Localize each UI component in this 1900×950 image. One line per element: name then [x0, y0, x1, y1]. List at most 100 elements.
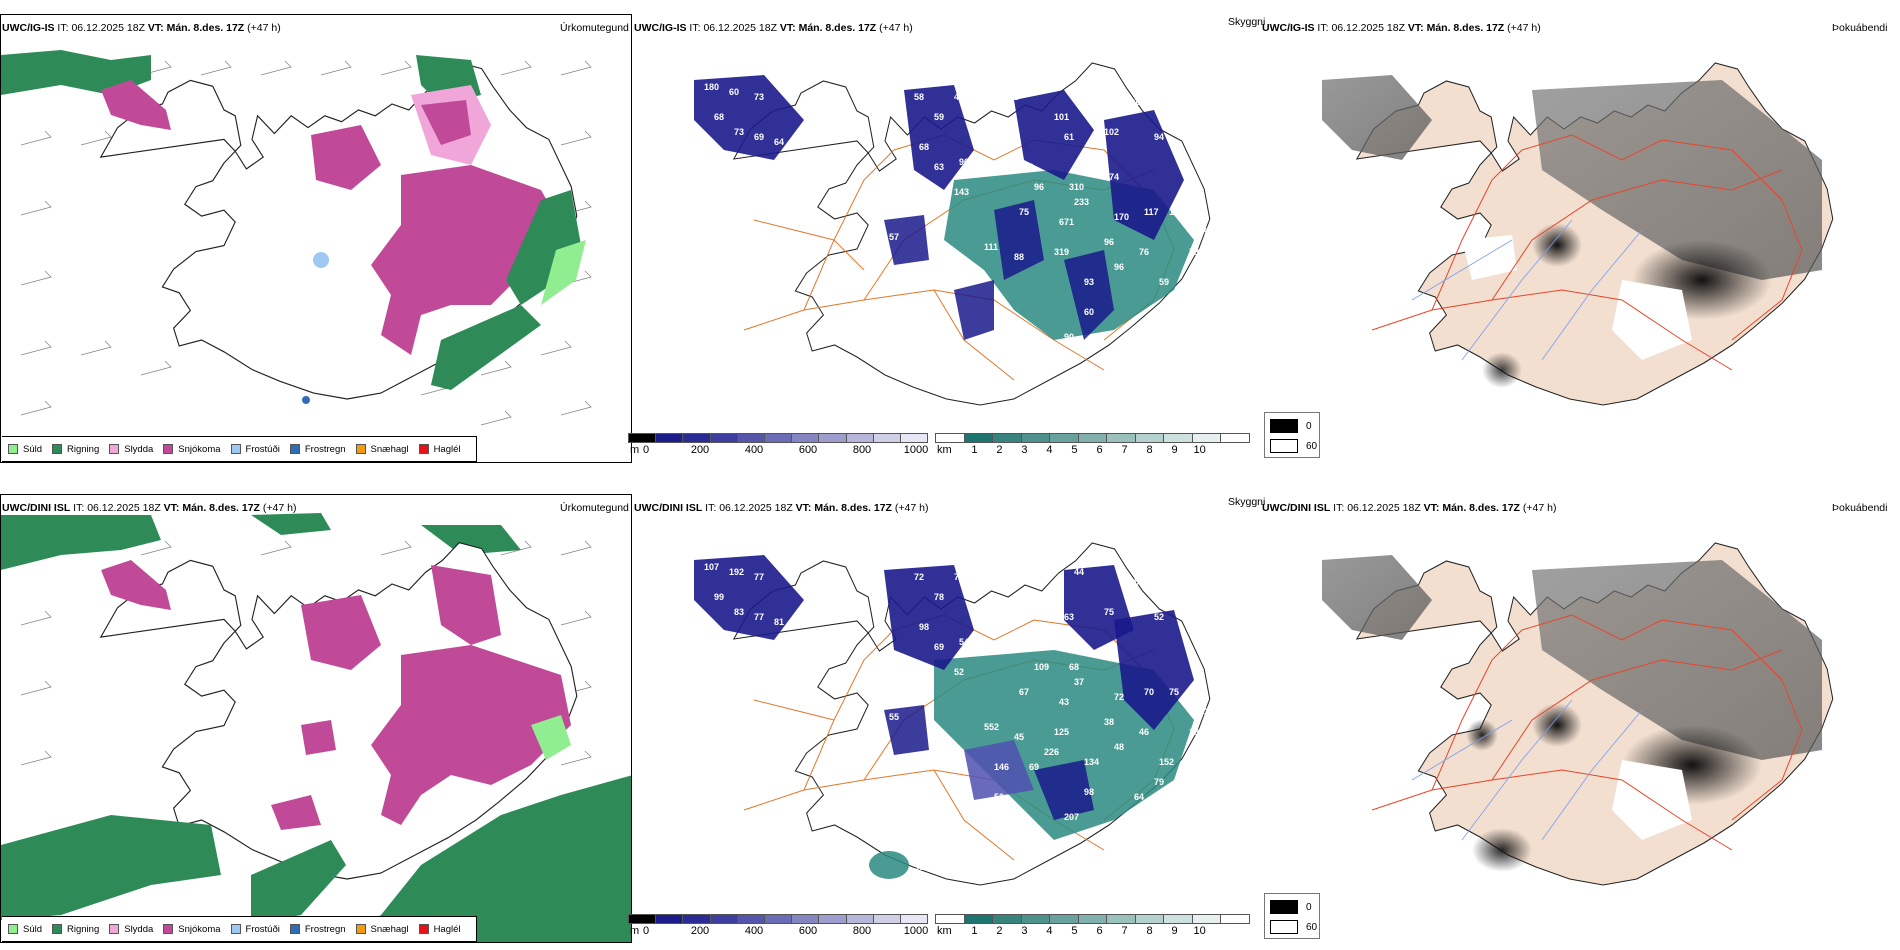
- model-name: UWC/DINI ISL: [1262, 502, 1331, 514]
- legend-item-freezing-rain: Frostregn: [289, 443, 346, 455]
- visibility-segment: [936, 915, 965, 923]
- lead-time: (+47 h): [1522, 502, 1557, 514]
- panel-title-fog-bottom: Þokuábendi: [1832, 502, 1888, 514]
- cloud-base-colorbar-bottom: [628, 914, 928, 924]
- tick-label: 600: [798, 925, 818, 937]
- valid-time: Mán. 8.des. 17Z: [166, 22, 245, 34]
- tick-label: 2: [996, 444, 1003, 456]
- cloud-base-value: 139: [1169, 207, 1184, 217]
- tick-label: 0: [642, 444, 650, 456]
- cloud-base-value: 68: [1009, 92, 1019, 102]
- cloud-base-value: 68: [714, 112, 724, 122]
- cloud-base-value: 107: [704, 562, 719, 572]
- cloud-base-value: 42: [954, 92, 964, 102]
- cloud-base-value: 671: [1059, 217, 1074, 227]
- cloud-base-value: 50: [994, 792, 1004, 802]
- fog-swatch-white: [1270, 920, 1298, 934]
- visibility-ticks-top: 1 2 3 4 5 6 7 8 9 10: [935, 444, 1250, 458]
- fog-swatch-black: [1270, 419, 1298, 433]
- cloud-base-value: 48: [1114, 742, 1124, 752]
- fog-legend-item: 60: [1270, 920, 1317, 934]
- visibility-segment: [1050, 434, 1079, 442]
- tick-label: 3: [1021, 444, 1028, 456]
- cloud-base-value: 78: [934, 592, 944, 602]
- tick-label: 5: [1071, 925, 1078, 937]
- cloud-base-value: 109: [1034, 662, 1049, 672]
- fog-legend-label: 0: [1306, 420, 1312, 432]
- precip-type-legend: Súld Rigning Slydda Snjókoma Frostúði Fr…: [2, 916, 477, 942]
- cloud-base-value: 81: [774, 617, 784, 627]
- cloud-base-value: 64: [1134, 792, 1144, 802]
- legend-label: Frostúði: [245, 443, 280, 455]
- cloud-base-value: 96: [1104, 237, 1114, 247]
- cloud-base-value: 72: [914, 572, 924, 582]
- legend-label: Rigning: [67, 923, 100, 935]
- visibility-segment: [1107, 434, 1136, 442]
- panel-title-fog-top: Þokuábendi: [1832, 22, 1888, 34]
- tick-label: 1000: [903, 444, 929, 456]
- cloud-base-value: 46: [1139, 727, 1149, 737]
- cloud-base-value: 54: [959, 637, 969, 647]
- legend-item-freezing-rain: Frostregn: [289, 924, 346, 935]
- fog-shading: [1322, 75, 1822, 388]
- tick-label: 800: [852, 444, 872, 456]
- cloud-base-value: 67: [1194, 202, 1204, 212]
- cloud-base-value: 198: [1189, 727, 1204, 737]
- cloud-base-value: 438: [1199, 707, 1214, 717]
- init-time: 06.12.2025 18Z: [71, 22, 145, 34]
- tick-label: 2: [996, 925, 1003, 937]
- cloud-base-value: 134: [909, 882, 924, 892]
- cloud-base-value: 37: [1074, 677, 1084, 687]
- it-label: IT:: [73, 502, 85, 514]
- init-time: 06.12.2025 18Z: [703, 22, 777, 34]
- cloud-base-value: 130: [924, 192, 939, 202]
- cloud-base-colorbar-top: [628, 433, 928, 443]
- cloud-base-value: 68: [919, 142, 929, 152]
- cloud-base-value: 79: [1154, 777, 1164, 787]
- cloud-base-segment: [683, 915, 711, 923]
- legend-label: Snæhagl: [370, 443, 409, 455]
- cloud-base-value: 96: [959, 157, 969, 167]
- valid-time: Mán. 8.des. 17Z: [798, 22, 877, 34]
- cloud-base-value: 67: [1019, 687, 1029, 697]
- legend-label: Rigning: [67, 443, 100, 455]
- visibility-segment: [1135, 434, 1165, 442]
- tick-label: 6: [1096, 925, 1103, 937]
- init-time: 06.12.2025 18Z: [87, 502, 161, 514]
- cloud-base-value: 112: [1019, 162, 1034, 172]
- freezing-drizzle-swatch: [230, 924, 241, 934]
- cloud-base-segment: [629, 434, 657, 442]
- cloud-base-value: 319: [1054, 247, 1069, 257]
- cloud-base-value: 77: [934, 762, 944, 772]
- legend-label: Snjókoma: [178, 443, 221, 455]
- cloud-base-value: 66: [1169, 107, 1179, 117]
- cloud-base-segment: [656, 434, 684, 442]
- snow-grains-swatch: [355, 444, 366, 454]
- cloud-base-segment: [900, 434, 928, 442]
- visibility-segment: [1135, 915, 1165, 923]
- cloud-base-value: 76: [1139, 247, 1149, 257]
- visibility-segment: [964, 915, 994, 923]
- cloud-base-value: 88: [1199, 592, 1209, 602]
- cloud-base-segment: [683, 434, 711, 442]
- model-name: UWC/DINI ISL: [2, 502, 71, 514]
- fog-legend-item: 60: [1270, 439, 1317, 453]
- cloud-base-value: 94: [1154, 132, 1164, 142]
- cloud-base-value: 61: [1194, 682, 1204, 692]
- legend-item-freezing-drizzle: Frostúði: [230, 443, 280, 455]
- fog-legend-label: 0: [1306, 901, 1312, 913]
- tick-label: 200: [690, 444, 710, 456]
- legend-label: Slydda: [124, 923, 154, 935]
- panel-header-fog-top: UWC/IG-IS IT: 06.12.2025 18Z VT: Mán. 8.…: [1262, 22, 1541, 34]
- legend-item-snow-grains: Snæhagl: [355, 443, 409, 455]
- cloud-visibility-map-top: 180 60 73 68 73 69 64 58 42 59 68 63 96 130 143 57 68 167…: [694, 62, 1211, 406]
- visibility-segment: [1221, 434, 1250, 442]
- lead-time: (+47 h): [879, 22, 913, 34]
- visibility-segment: [1164, 915, 1193, 923]
- panel-title-precip-bottom: Úrkomutegund: [560, 502, 629, 514]
- legend-label: Frostregn: [304, 443, 346, 455]
- cloud-base-value: 59: [1019, 642, 1029, 652]
- tick-label: 4: [1046, 444, 1053, 456]
- cloud-base-value: 90: [1169, 587, 1179, 597]
- cloud-base-value: 70: [1144, 687, 1154, 697]
